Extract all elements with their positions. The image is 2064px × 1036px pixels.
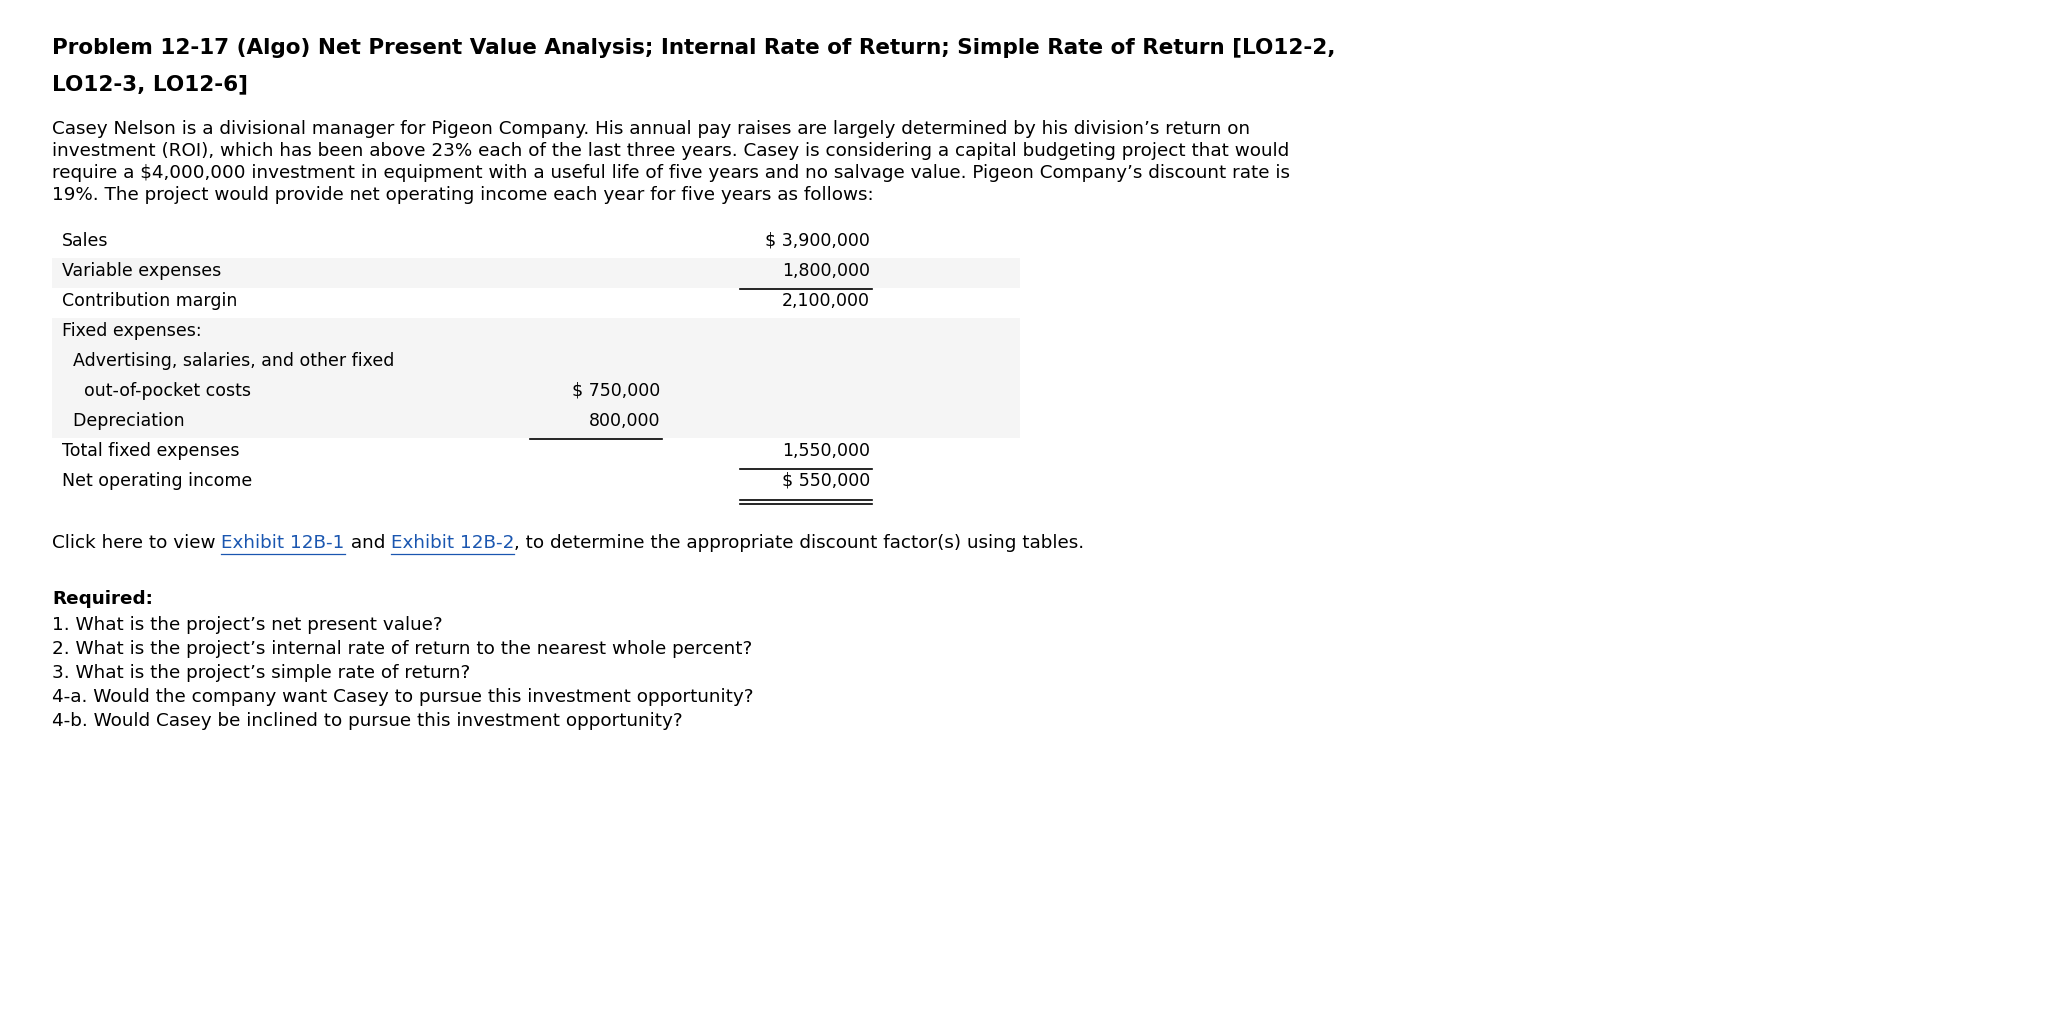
Text: 19%. The project would provide net operating income each year for five years as : 19%. The project would provide net opera… bbox=[52, 186, 873, 204]
Text: Exhibit 12B-1: Exhibit 12B-1 bbox=[221, 534, 345, 552]
Text: require a $4,000,000 investment in equipment with a useful life of five years an: require a $4,000,000 investment in equip… bbox=[52, 164, 1290, 182]
Text: 1. What is the project’s net present value?: 1. What is the project’s net present val… bbox=[52, 616, 442, 634]
Text: Problem 12-17 (Algo) Net Present Value Analysis; Internal Rate of Return; Simple: Problem 12-17 (Algo) Net Present Value A… bbox=[52, 38, 1335, 58]
Text: $ 3,900,000: $ 3,900,000 bbox=[766, 232, 871, 250]
Text: $ 750,000: $ 750,000 bbox=[572, 382, 660, 400]
Bar bbox=[52, 378, 1020, 408]
Bar bbox=[52, 408, 1020, 438]
Text: 1,550,000: 1,550,000 bbox=[782, 442, 871, 460]
Bar bbox=[52, 348, 1020, 378]
Text: investment (ROI), which has been above 23% each of the last three years. Casey i: investment (ROI), which has been above 2… bbox=[52, 142, 1290, 160]
Text: 3. What is the project’s simple rate of return?: 3. What is the project’s simple rate of … bbox=[52, 664, 471, 682]
Text: , to determine the appropriate discount factor(s) using tables.: , to determine the appropriate discount … bbox=[514, 534, 1084, 552]
Text: Contribution margin: Contribution margin bbox=[62, 292, 237, 310]
Text: Net operating income: Net operating income bbox=[62, 472, 252, 490]
Text: Depreciation: Depreciation bbox=[62, 412, 184, 430]
Text: 1,800,000: 1,800,000 bbox=[782, 262, 871, 280]
Text: Advertising, salaries, and other fixed: Advertising, salaries, and other fixed bbox=[62, 352, 394, 370]
Text: 4-b. Would Casey be inclined to pursue this investment opportunity?: 4-b. Would Casey be inclined to pursue t… bbox=[52, 712, 683, 730]
Bar bbox=[52, 288, 1020, 318]
Text: and: and bbox=[345, 534, 390, 552]
Text: 4-a. Would the company want Casey to pursue this investment opportunity?: 4-a. Would the company want Casey to pur… bbox=[52, 688, 753, 706]
Text: Exhibit 12B-2: Exhibit 12B-2 bbox=[390, 534, 514, 552]
Bar bbox=[52, 468, 1020, 498]
Text: Click here to view: Click here to view bbox=[52, 534, 221, 552]
Bar bbox=[52, 318, 1020, 348]
Text: $ 550,000: $ 550,000 bbox=[782, 472, 871, 490]
Text: 2. What is the project’s internal rate of return to the nearest whole percent?: 2. What is the project’s internal rate o… bbox=[52, 640, 751, 658]
Bar bbox=[52, 228, 1020, 258]
Text: Fixed expenses:: Fixed expenses: bbox=[62, 322, 202, 340]
Text: Required:: Required: bbox=[52, 589, 153, 608]
Bar bbox=[52, 438, 1020, 468]
Text: Sales: Sales bbox=[62, 232, 109, 250]
Text: Casey Nelson is a divisional manager for Pigeon Company. His annual pay raises a: Casey Nelson is a divisional manager for… bbox=[52, 120, 1251, 138]
Bar bbox=[52, 258, 1020, 288]
Text: Variable expenses: Variable expenses bbox=[62, 262, 221, 280]
Text: LO12-3, LO12-6]: LO12-3, LO12-6] bbox=[52, 74, 248, 94]
Text: Total fixed expenses: Total fixed expenses bbox=[62, 442, 239, 460]
Text: out-of-pocket costs: out-of-pocket costs bbox=[62, 382, 252, 400]
Text: 800,000: 800,000 bbox=[588, 412, 660, 430]
Text: 2,100,000: 2,100,000 bbox=[782, 292, 871, 310]
